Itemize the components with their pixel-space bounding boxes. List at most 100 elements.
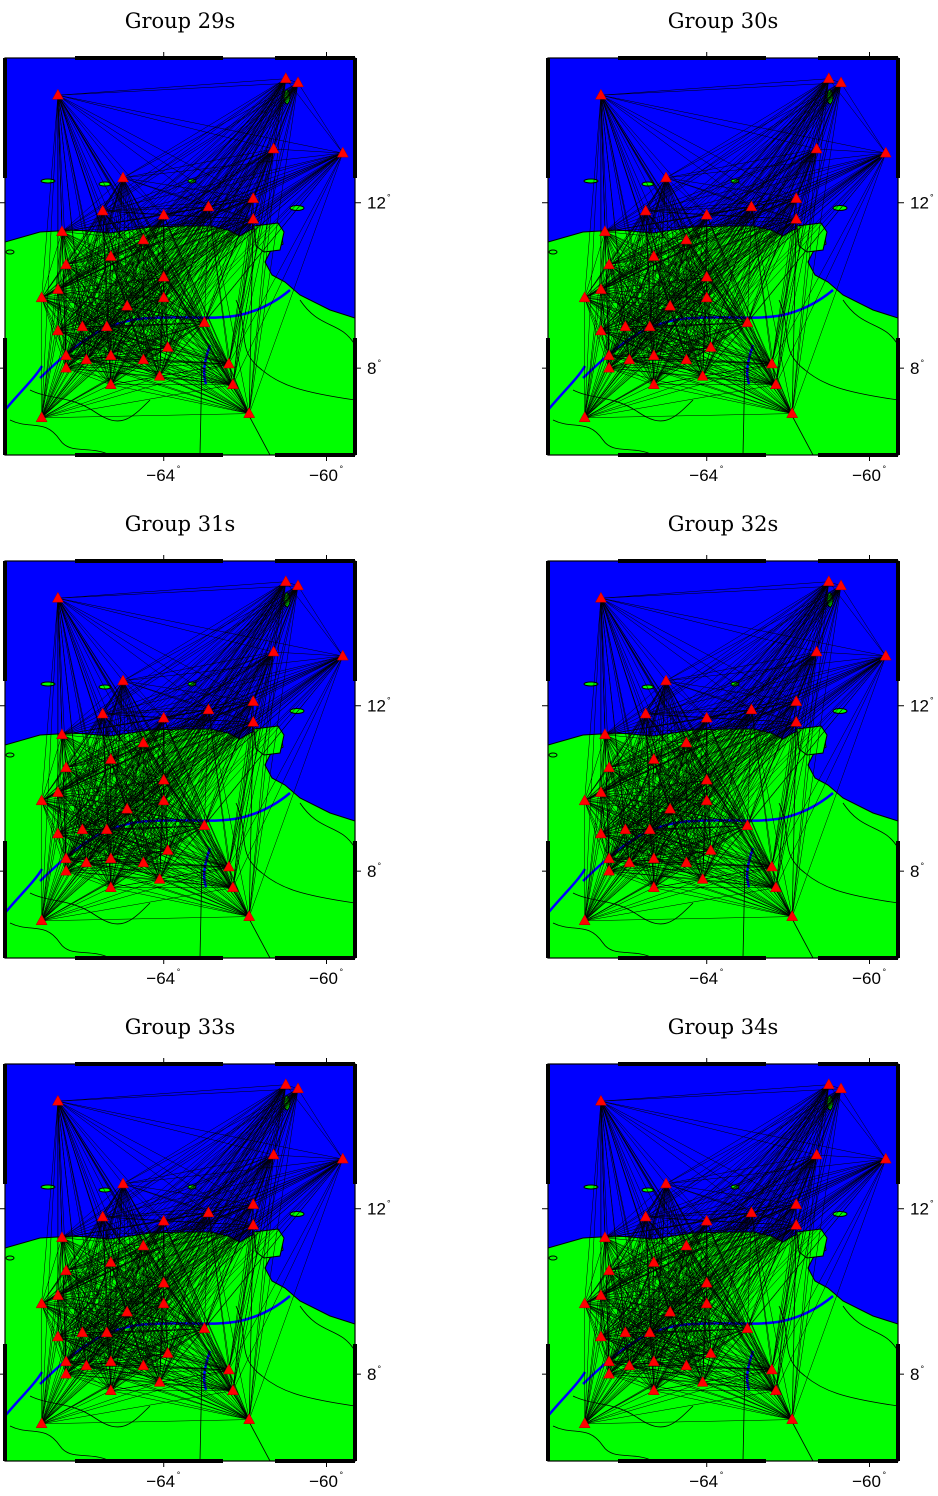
frame-scale-bar (3, 561, 7, 681)
station-marker (157, 794, 170, 806)
map-svg: Group 33s−64 ° −60 °12 °8 ° (0, 1015, 391, 1491)
station-marker (243, 407, 256, 418)
station-marker (680, 736, 693, 748)
station-marker (879, 1152, 892, 1164)
degree-mark: ° (378, 1364, 382, 1374)
station-marker (822, 72, 835, 83)
station-marker (153, 872, 166, 884)
lat-tick-label: 12 (367, 697, 386, 716)
island (583, 178, 599, 184)
station-marker (137, 233, 150, 245)
country-border (299, 299, 355, 346)
station-marker (157, 1297, 170, 1309)
island (40, 681, 56, 687)
station-marker (121, 299, 134, 311)
panel-title: Group 31s (125, 512, 236, 536)
country-border (9, 419, 111, 455)
station-marker (700, 291, 713, 303)
station-marker (704, 340, 717, 352)
station-marker (243, 910, 256, 921)
island (5, 1255, 15, 1261)
station-marker (810, 142, 823, 154)
station-marker (790, 695, 803, 706)
station-marker (647, 349, 660, 360)
station-marker (51, 1094, 64, 1106)
station-marker (599, 1231, 611, 1242)
island (583, 681, 599, 687)
station-marker (222, 860, 235, 872)
station-marker (51, 283, 64, 294)
frame-scale-bar (353, 1344, 357, 1461)
frame-scale-bar (818, 56, 898, 60)
station-marker (822, 1078, 835, 1089)
river (5, 868, 44, 914)
station-marker (603, 852, 615, 863)
country-border (842, 802, 898, 849)
frame-scale-bar (546, 338, 550, 455)
station-marker (35, 794, 48, 806)
frame-scale-bar (896, 338, 900, 455)
station-marker (619, 1326, 632, 1338)
frame-scale-bar (75, 1062, 223, 1066)
frame-scale-bar (353, 58, 357, 178)
frame-scale-bar (618, 453, 766, 457)
frame-scale-bar (896, 561, 900, 681)
frame-scale-bar (546, 58, 550, 178)
map-panel: Group 32s −64 ° −60 ° 12 ° 8 ° (542, 503, 938, 993)
station-marker (153, 1375, 166, 1387)
station-marker (700, 711, 713, 723)
lat-tick-label: 12 (910, 1200, 929, 1219)
station-marker (647, 1384, 660, 1395)
station-marker (639, 204, 652, 216)
station-marker (647, 852, 660, 863)
river (202, 1350, 212, 1391)
station-marker (594, 1289, 607, 1300)
station-marker (623, 856, 636, 868)
station-marker (745, 703, 758, 715)
frame-scale-bar (75, 559, 223, 563)
station-marker (660, 1177, 672, 1189)
station-marker (161, 340, 174, 352)
station-marker (60, 1367, 72, 1379)
degree-mark: ° (720, 1470, 724, 1480)
station-marker (137, 1359, 150, 1371)
station-marker (664, 299, 677, 311)
station-marker (117, 674, 129, 686)
station-marker (700, 208, 713, 220)
station-marker (700, 1276, 713, 1288)
frame-scale-bar (275, 1459, 355, 1463)
frame-scale-bar (275, 559, 355, 563)
frame-scale-bar (818, 1062, 898, 1066)
station-marker (247, 715, 260, 727)
station-marker (292, 579, 304, 591)
station-marker (76, 1326, 89, 1338)
station-marker (226, 881, 239, 892)
station-marker (745, 200, 758, 212)
country-border (780, 394, 814, 455)
station-marker (56, 225, 68, 236)
station-marker (247, 212, 260, 224)
country-border (778, 802, 898, 904)
lon-tick-label: −60 (309, 1472, 338, 1491)
frame-scale-bar (818, 1459, 898, 1463)
station-marker (137, 856, 150, 868)
station-marker (879, 146, 892, 158)
station-marker (51, 1330, 64, 1342)
degree-mark: ° (340, 464, 344, 474)
station-marker (594, 591, 607, 603)
frame-scale-bar (3, 338, 7, 455)
ray-paths (584, 1084, 887, 1425)
frame-scale-bar (818, 453, 898, 457)
panel-title: Group 32s (668, 512, 779, 536)
station-marker (51, 786, 64, 797)
station-marker (51, 88, 64, 100)
station-marker (96, 1210, 109, 1222)
country-border (780, 1400, 814, 1461)
station-marker (157, 711, 170, 723)
station-marker (35, 1297, 48, 1309)
station-marker (51, 324, 64, 336)
station-marker (35, 914, 48, 926)
frame-scale-bar (275, 1062, 355, 1066)
island (40, 178, 56, 184)
lat-tick-label: 12 (910, 194, 929, 213)
